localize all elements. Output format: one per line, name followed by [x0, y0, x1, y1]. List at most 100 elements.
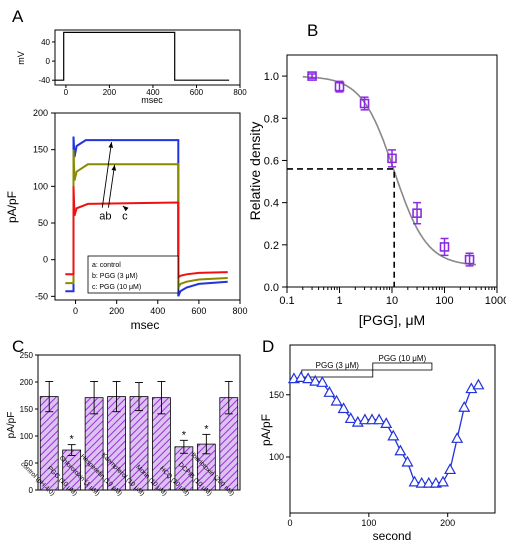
- d-data-point: [358, 413, 371, 425]
- d-data-point: [436, 475, 449, 487]
- b-data-point: [412, 208, 422, 218]
- d-data-point: [295, 371, 308, 382]
- d-data-point: [337, 402, 350, 414]
- time-course-chart: 0 100 200 100 150 PGG (3 μM) PGG (10 μM) seco…: [259, 344, 496, 543]
- d-data-point: [401, 455, 414, 467]
- d-data-point: [309, 374, 322, 386]
- ct-xtick-label: 800: [232, 306, 247, 316]
- vp-xlabel: msec: [141, 95, 163, 105]
- ct-ytick-label: 200: [33, 108, 48, 118]
- b-data-point: [464, 254, 475, 265]
- ct-xtick-label: 400: [150, 306, 165, 316]
- d-drug-bar: [372, 362, 433, 371]
- c-ytick-label: 50: [24, 459, 33, 468]
- d-frame: [289, 344, 496, 514]
- ct-ytick-label: 150: [33, 145, 48, 155]
- c-significance-mark: *: [204, 423, 209, 435]
- c-ylabel: pA/pF: [6, 412, 17, 439]
- c-significance-mark: *: [182, 429, 187, 441]
- d-data-point: [408, 475, 421, 487]
- b-ytick-label: 0.8: [264, 113, 279, 125]
- vp-xtick-label: 0: [64, 88, 69, 97]
- ct-legend-box: [87, 255, 179, 294]
- b-xtick-label: 0.1: [279, 295, 294, 307]
- d-drug-bar-label: PGG (10 μM): [378, 354, 426, 363]
- vp-xtick-label: 400: [146, 88, 160, 97]
- c-significance-mark: *: [70, 434, 75, 446]
- b-points: [307, 71, 475, 267]
- b-xtick-label: 10: [386, 295, 398, 307]
- panel-label-a: A: [12, 7, 24, 26]
- panel-label-c: C: [12, 337, 24, 356]
- ct-arrowhead-a: [108, 142, 114, 148]
- b-data-point: [307, 71, 317, 81]
- d-data-point: [330, 394, 343, 406]
- ct-trace-b: [65, 149, 228, 292]
- b-frame: [286, 54, 498, 288]
- d-drug-bars: PGG (3 μM) PGG (10 μM): [301, 354, 433, 378]
- ct-xtick-label: 600: [191, 306, 206, 316]
- panel-label-d: D: [262, 337, 274, 356]
- c-ticks: 0 50 100 150 200 250: [20, 351, 38, 495]
- ct-trace-label-c: c: [122, 211, 128, 223]
- b-ytick-label: 0.0: [264, 282, 279, 294]
- d-data-point: [316, 376, 329, 387]
- voltage-protocol-chart: 0 200 400 600 800 -40 0 40 msec mV: [16, 29, 247, 105]
- ct-arrow-b: [107, 164, 116, 208]
- ct-traces: [65, 136, 228, 297]
- ct-xtick-label: 200: [109, 306, 124, 316]
- vp-frame: [54, 29, 241, 86]
- b-xtick-label: 1: [336, 295, 342, 307]
- ct-arrow-a: [101, 142, 112, 208]
- ct-ytick-label: -50: [35, 291, 48, 301]
- d-data-point: [365, 413, 379, 425]
- d-series: [287, 371, 485, 488]
- ct-ticks: 0 200 400 600 800 -50 0 50 100 150 200: [33, 108, 248, 316]
- ct-legend-c: c: PGG (10 μM): [92, 284, 141, 291]
- d-ytick-label: 150: [269, 390, 284, 400]
- b-ytick-label: 0.2: [264, 240, 279, 252]
- ct-legend-a: a: control: [92, 262, 121, 269]
- b-reference-lines: [287, 168, 395, 287]
- b-data-point: [334, 81, 345, 92]
- ct-frame: [54, 112, 241, 301]
- vp-xtick-label: 800: [233, 88, 247, 97]
- d-ylabel: pA/pF: [259, 414, 273, 446]
- ct-arrowhead-c: [122, 205, 129, 212]
- ct-trace-label-a: a: [99, 211, 106, 223]
- b-ytick-label: 1.0: [264, 71, 279, 83]
- bar-chart: 0 50 100 150 200 250 control (pH 4.0)*PGG (10…: [6, 351, 241, 497]
- c-ytick-label: 0: [29, 486, 34, 495]
- vp-ytick-label: -40: [38, 76, 50, 85]
- d-data-point: [458, 400, 471, 412]
- d-data-point: [394, 444, 407, 456]
- b-xlabel: [PGG], μM: [359, 312, 425, 328]
- d-data-point: [323, 386, 336, 397]
- vp-xtick-label: 600: [190, 88, 204, 97]
- ct-ylabel: pA/pF: [5, 191, 19, 223]
- d-drug-bar-label: PGG (3 μM): [316, 361, 360, 370]
- b-data-point: [359, 98, 370, 109]
- ct-legend-b: b: PGG (3 μM): [92, 273, 138, 280]
- d-xtick-label: 0: [287, 518, 292, 528]
- d-xtick-label: 200: [440, 518, 455, 528]
- d-data-point: [422, 476, 435, 488]
- b-ytick-label: 0.4: [264, 198, 279, 210]
- d-ytick-label: 100: [269, 452, 284, 462]
- ct-ytick-label: 50: [38, 218, 48, 228]
- d-data-point: [302, 372, 315, 384]
- b-data-point: [439, 242, 450, 252]
- b-xtick-label: 100: [435, 295, 453, 307]
- vp-ticks: 0 200 400 600 800 -40 0 40: [38, 38, 247, 97]
- b-data-point: [387, 153, 397, 164]
- ct-arrowhead-b: [111, 164, 117, 171]
- vp-ylabel: mV: [16, 51, 26, 65]
- d-data-point: [380, 417, 393, 428]
- c-ytick-label: 100: [20, 432, 34, 441]
- d-data-point: [373, 413, 386, 425]
- ct-trace-c: [65, 186, 228, 280]
